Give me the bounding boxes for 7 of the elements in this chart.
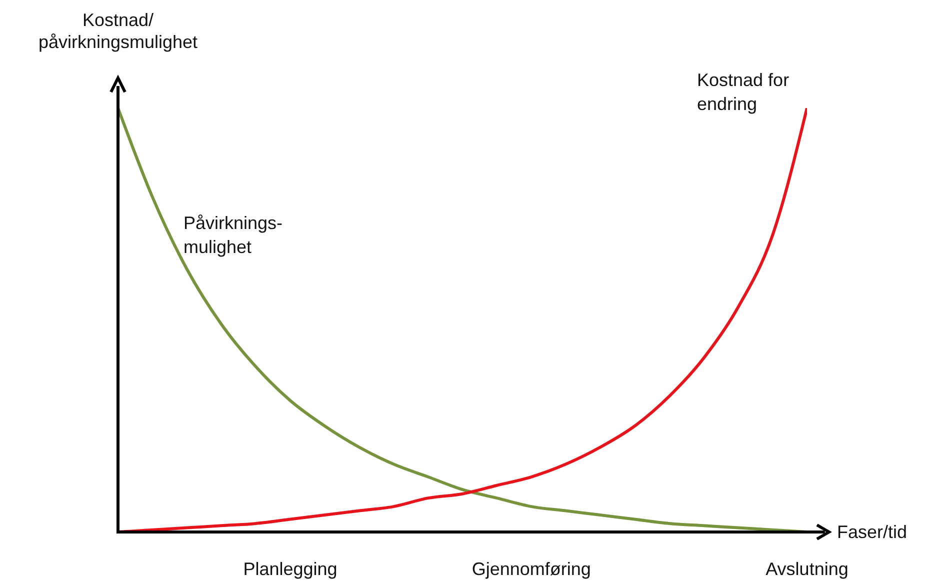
x-tick-label: Gjennomføring [472,558,591,579]
x-tick-label: Avslutning [766,558,848,579]
x-axis-title: Faser/tid [837,522,908,542]
series-label: Kostnad for endring [697,70,790,114]
series-label: Påvirknings-mulighet [183,213,282,258]
y-axis-title: Kostnad/påvirkningsmulighet [38,10,198,52]
x-tick-label: Planlegging [243,558,338,579]
